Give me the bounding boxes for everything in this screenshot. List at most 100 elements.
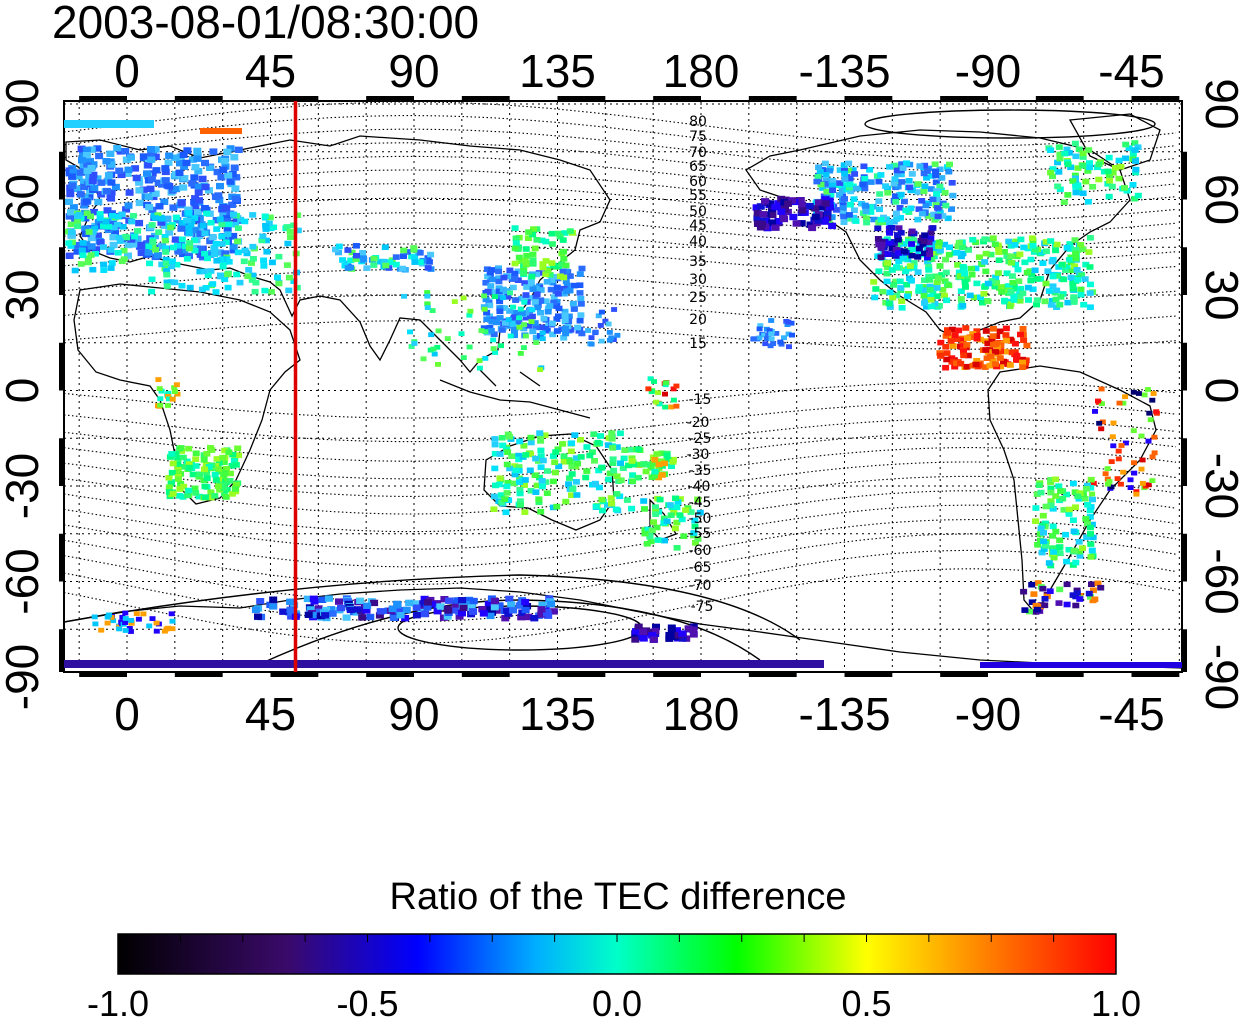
tec-cell [941, 189, 949, 196]
tec-cell [140, 611, 147, 617]
tec-cell [1070, 528, 1078, 535]
tec-cell [521, 258, 529, 264]
tec-cell [266, 214, 274, 221]
tec-cell [761, 332, 768, 338]
tec-cell [821, 196, 830, 203]
tec-cell [577, 295, 585, 302]
tec-cell [1019, 364, 1027, 370]
tec-cell [516, 324, 523, 330]
tec-cell [185, 225, 193, 231]
tec-cell [216, 272, 224, 279]
tec-cell [536, 430, 544, 436]
tec-cell [1030, 591, 1038, 597]
tec-cell [1020, 588, 1028, 595]
tec-cell [512, 467, 520, 474]
tec-cell [67, 232, 76, 239]
tec-cell [936, 166, 944, 173]
tec-cell [552, 449, 560, 455]
tec-cell [1087, 554, 1095, 560]
tec-cell [512, 324, 520, 331]
tec-cell [332, 246, 339, 253]
tec-cell [893, 171, 901, 177]
lat-label-left: 30 [0, 269, 48, 320]
frame-longitude-bars [59, 96, 1187, 677]
tec-cell [1038, 249, 1046, 256]
tec-cell [1067, 274, 1075, 281]
tec-cell [521, 477, 529, 483]
tec-cell [942, 256, 950, 263]
tec-cell [1098, 426, 1105, 432]
tec-cell [1066, 257, 1074, 263]
tec-cell [851, 171, 859, 177]
frame-bar [59, 247, 64, 295]
tec-cell [925, 267, 933, 273]
tec-cell [768, 318, 775, 323]
tec-cell [459, 604, 468, 612]
tec-cell [212, 217, 221, 224]
tec-cell [1011, 242, 1019, 248]
tec-cell [486, 325, 494, 331]
tec-cell [453, 597, 462, 604]
tec-cell [168, 611, 175, 617]
tec-cell [1002, 337, 1010, 344]
tec-cell [543, 610, 551, 617]
tec-cell [1055, 169, 1063, 175]
tec-cell [820, 218, 829, 225]
tec-cell [1065, 511, 1073, 517]
tec-cell [1115, 456, 1122, 462]
frame-bar [59, 629, 64, 672]
tec-cell [1057, 294, 1065, 300]
tec-cell [1089, 534, 1097, 541]
tec-cell [492, 294, 498, 299]
tec-cell [608, 436, 616, 442]
tec-cell [648, 389, 655, 395]
frame-bar [1131, 672, 1180, 677]
tec-cell [482, 280, 490, 286]
tec-cell [840, 219, 848, 225]
tec-cell [203, 470, 211, 476]
tec-cell [517, 351, 524, 356]
tec-cell [1032, 505, 1040, 511]
tec-cell [893, 264, 900, 270]
tec-cell [347, 257, 355, 264]
tec-cell [1105, 193, 1113, 200]
tec-cell [907, 187, 915, 193]
tec-cell [203, 475, 211, 482]
tec-cell [1071, 140, 1079, 147]
tec-cell [517, 614, 526, 621]
tec-cell [1115, 175, 1123, 182]
lon-label-top: 180 [663, 45, 740, 97]
tec-cell [908, 228, 916, 235]
tec-cell [107, 161, 116, 168]
tec-cell [114, 250, 122, 256]
tec-cell [286, 228, 294, 235]
tec-cell [609, 456, 617, 462]
tec-cell [1072, 504, 1079, 510]
tec-cell [430, 346, 437, 352]
tec-cell [221, 163, 230, 170]
tec-cell [143, 240, 152, 247]
tec-cell [542, 258, 550, 264]
tec-cell [451, 607, 460, 614]
tec-cell [92, 621, 99, 627]
tec-cell [984, 298, 992, 305]
tec-cell [957, 253, 965, 260]
tec-cell [922, 297, 930, 303]
tec-cell [186, 284, 194, 291]
tec-cell [228, 201, 237, 208]
tec-cell [155, 377, 162, 382]
tec-cell [165, 229, 174, 236]
tec-cell [992, 274, 1000, 281]
contour-south [64, 519, 1177, 585]
tec-cell [914, 254, 922, 260]
tec-cell [862, 208, 870, 214]
contour-label: -60 [689, 543, 712, 559]
tec-cell [521, 280, 529, 286]
tec-cell [96, 239, 105, 246]
tec-cell [914, 216, 922, 223]
tec-cell [179, 494, 187, 500]
tec-cell [424, 305, 431, 310]
tec-cell [546, 303, 554, 309]
tec-cell [195, 197, 203, 204]
tec-cell [109, 241, 118, 249]
